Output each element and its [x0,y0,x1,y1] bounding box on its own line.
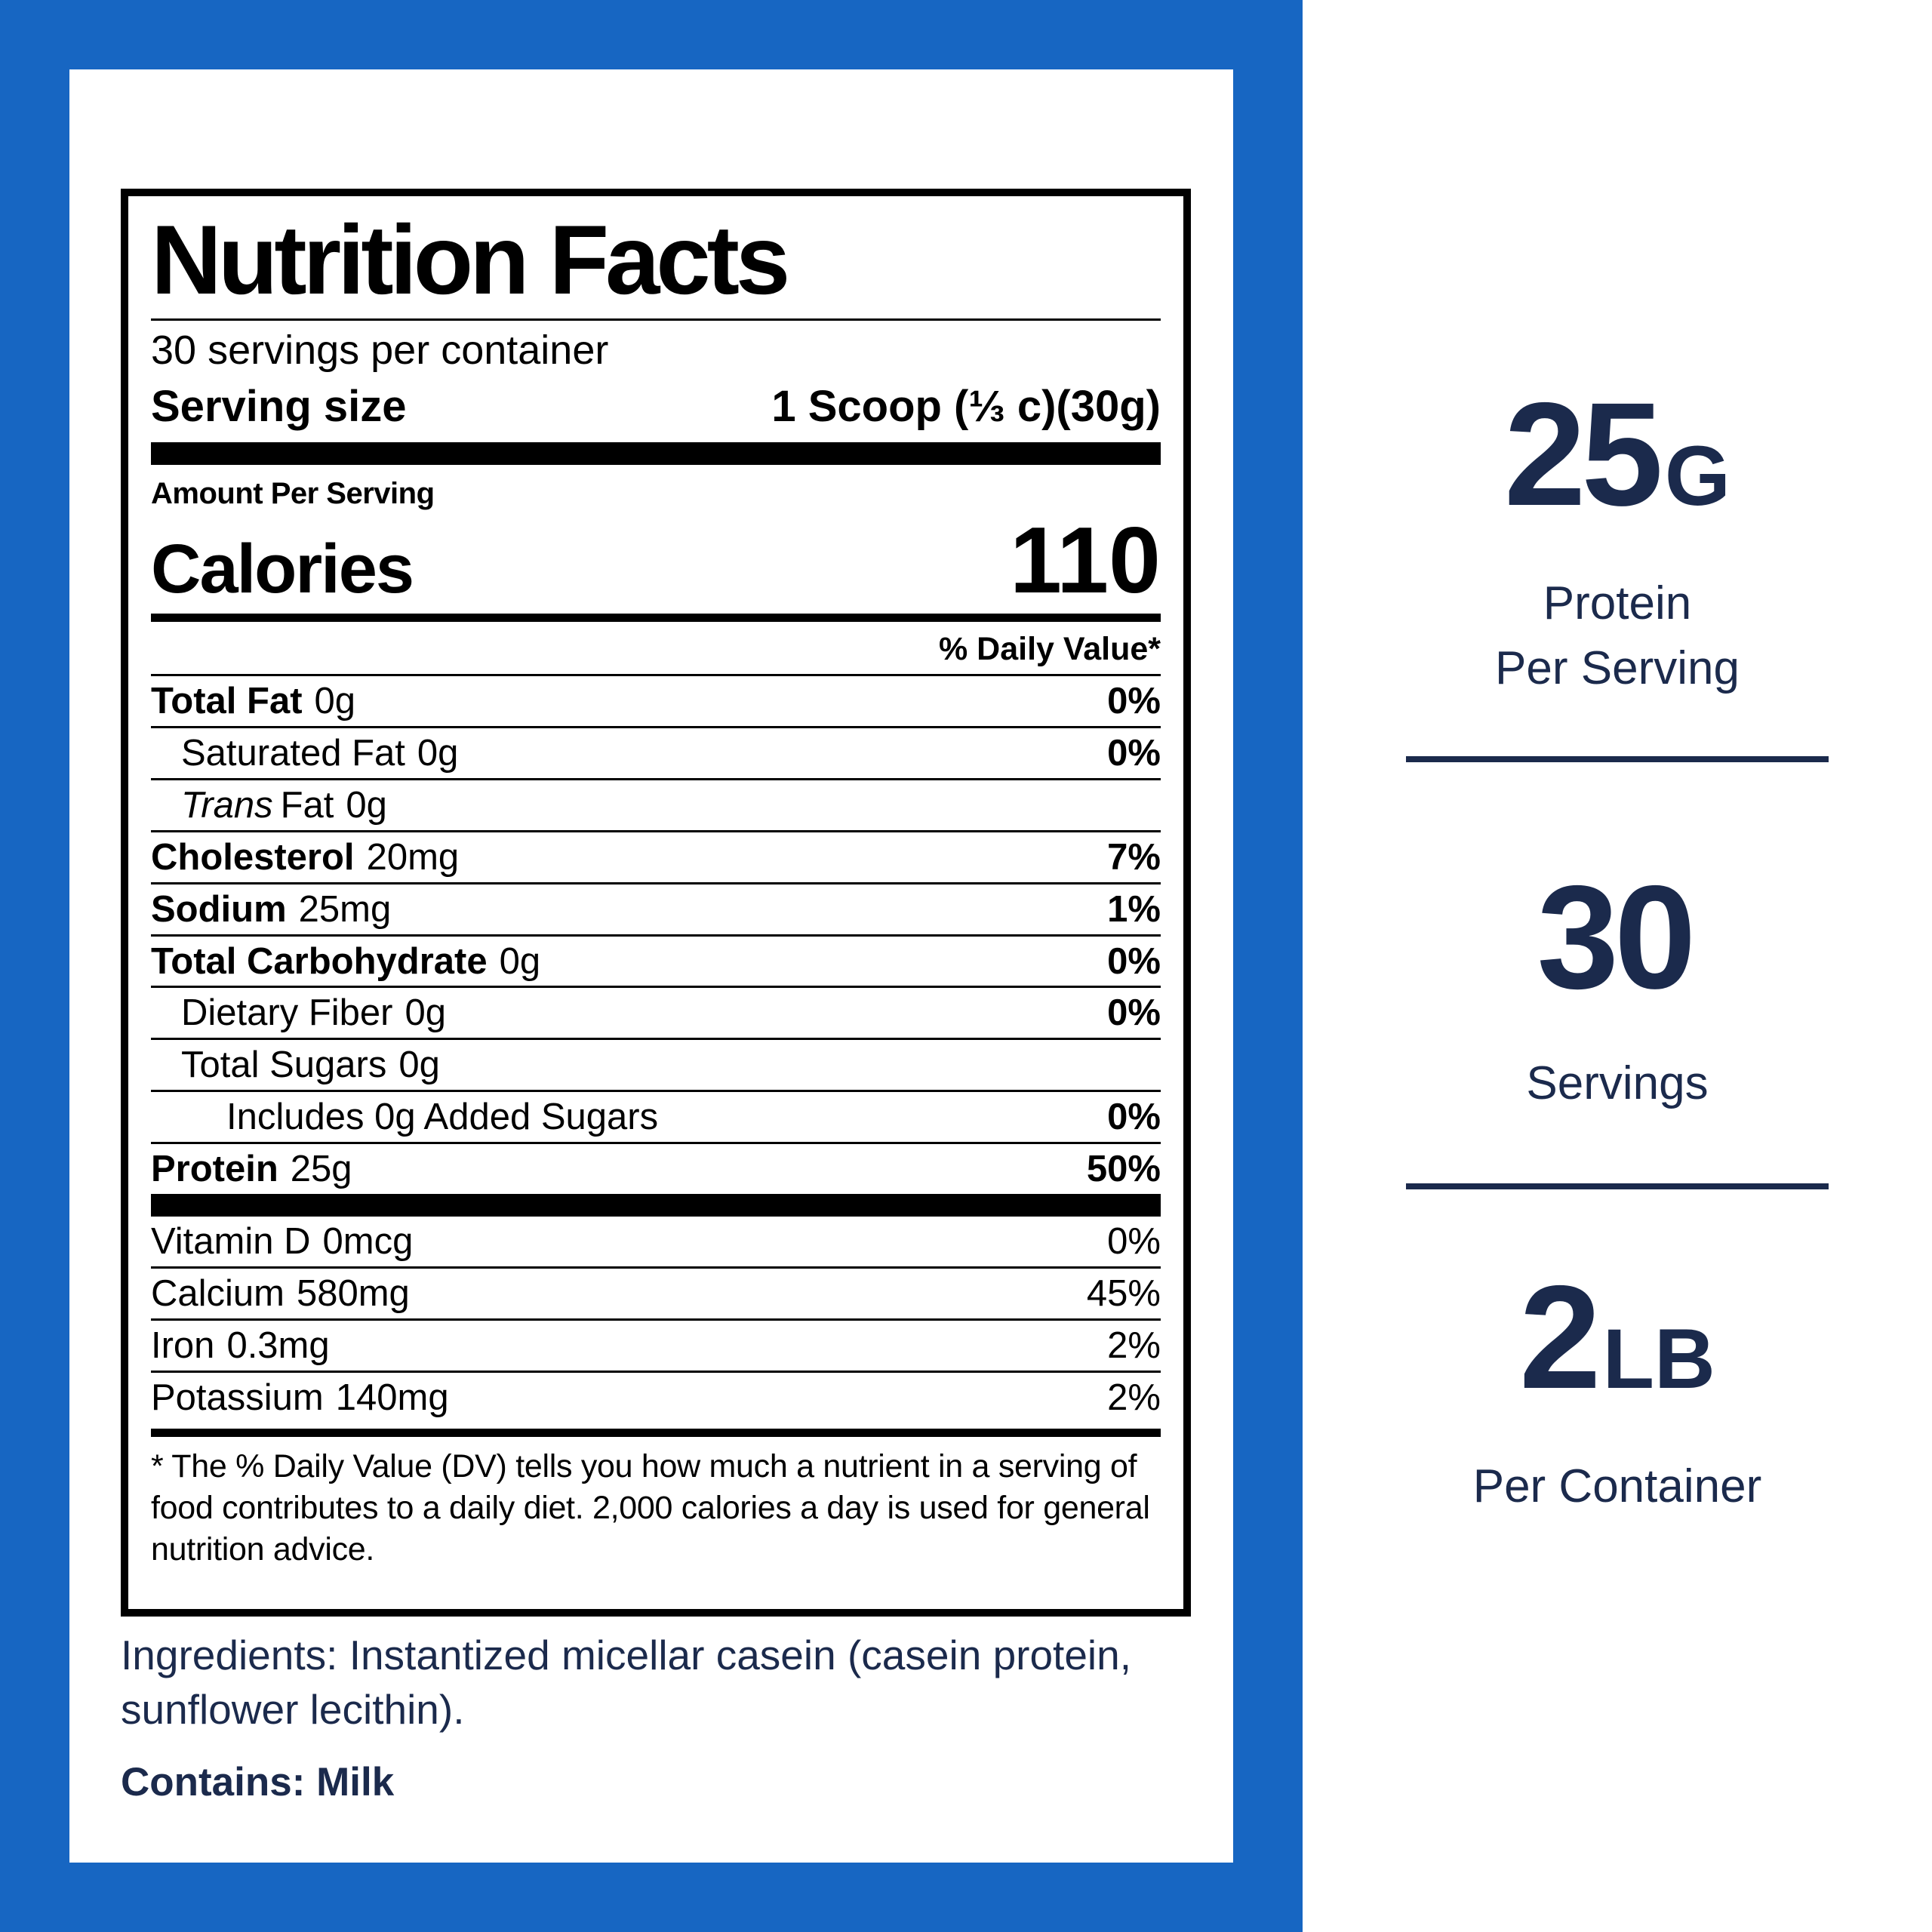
nutrient-row: Protein 25g 50% [151,1149,1161,1190]
nutrient-row: Total Sugars 0g [151,1040,1161,1093]
protein-grams-stat: 25G [1303,381,1932,528]
stat-value: 30 [1537,855,1697,1020]
divider [151,318,1161,321]
servings-stat: 30 [1303,864,1932,1011]
protein-per-serving-label: Protein Per Serving [1303,571,1932,700]
nutrient-rows: Total Fat 0g 0% Saturated Fat 0g 0% Trans Fat 0g… [151,676,1161,1194]
vitamin-rows: Vitamin D 0mcg 0% Calcium 580mg 45% Iron 0.3mg 2… [151,1217,1161,1423]
blue-background-panel: Nutrition Facts 30 servings per containe… [0,0,1303,1932]
stat-suffix: G [1664,429,1731,523]
amount-per-serving-label: Amount Per Serving [151,476,435,510]
nutrient-row: Saturated Fat 0g 0% [151,728,1161,780]
nutrition-facts-title: Nutrition Facts [151,205,790,315]
stat-value: 2 [1519,1255,1601,1420]
stat-divider [1406,1183,1829,1189]
calories-row: Calories 110 [151,514,1161,608]
nutrient-row: Trans Fat 0g [151,780,1161,832]
serving-size-row: Serving size 1 Scoop (⅓ c)(30g) [151,380,1161,433]
stat-divider [1406,756,1829,762]
nutrient-row: Total Fat 0g 0% [151,676,1161,728]
calories-value: 110 [1009,508,1161,613]
nutrient-row: Cholesterol 20mg 7% [151,832,1161,884]
serving-size-value: 1 Scoop (⅓ c)(30g) [771,382,1161,432]
serving-size-label: Serving size [151,382,407,432]
nutrient-row: Sodium 25mg 1% [151,884,1161,937]
daily-value-header: % Daily Value* [151,622,1161,676]
stat-label-line: Per Container [1472,1460,1762,1512]
medium-divider [151,1428,1161,1437]
stat-label-line: Protein [1543,577,1692,629]
ingredients-block: Ingredients: Instantized micellar casein… [121,1629,1200,1805]
servings-label: Servings [1303,1051,1932,1116]
vitamin-row: Potassium 140mg 2% [151,1377,1161,1418]
daily-value-footnote: * The % Daily Value (DV) tells you how m… [151,1447,1150,1567]
nutrient-row: Includes 0g Added Sugars 0% [151,1092,1161,1145]
medium-divider [151,613,1161,622]
right-stats-column: 25G Protein Per Serving 30 Servings 2LB … [1303,0,1932,1932]
weight-stat: 2LB [1303,1264,1932,1411]
label-white-area: Nutrition Facts 30 servings per containe… [69,69,1233,1863]
stat-label-line: Per Serving [1495,641,1740,694]
contains-text: Contains: Milk [121,1760,395,1804]
vitamin-row: Calcium 580mg 45% [151,1269,1161,1321]
servings-per-container: 30 servings per container [151,327,609,373]
nutrient-row: Dietary Fiber 0g 0% [151,988,1161,1041]
nutrient-row: Total Carbohydrate 0g 0% [151,937,1161,989]
calories-label: Calories [151,530,414,608]
stat-label-line: Servings [1526,1057,1709,1109]
vitamin-row: Iron 0.3mg 2% [151,1321,1161,1373]
thick-divider [151,441,1161,465]
per-container-label: Per Container [1303,1454,1932,1519]
vitamin-row: Vitamin D 0mcg 0% [151,1217,1161,1269]
stat-value: 25 [1503,372,1663,537]
nutrition-facts-panel: Nutrition Facts 30 servings per containe… [121,189,1191,1617]
stat-suffix: LB [1602,1312,1715,1406]
ingredients-text: Ingredients: Instantized micellar casein… [121,1632,1132,1733]
thick-divider [151,1194,1161,1217]
